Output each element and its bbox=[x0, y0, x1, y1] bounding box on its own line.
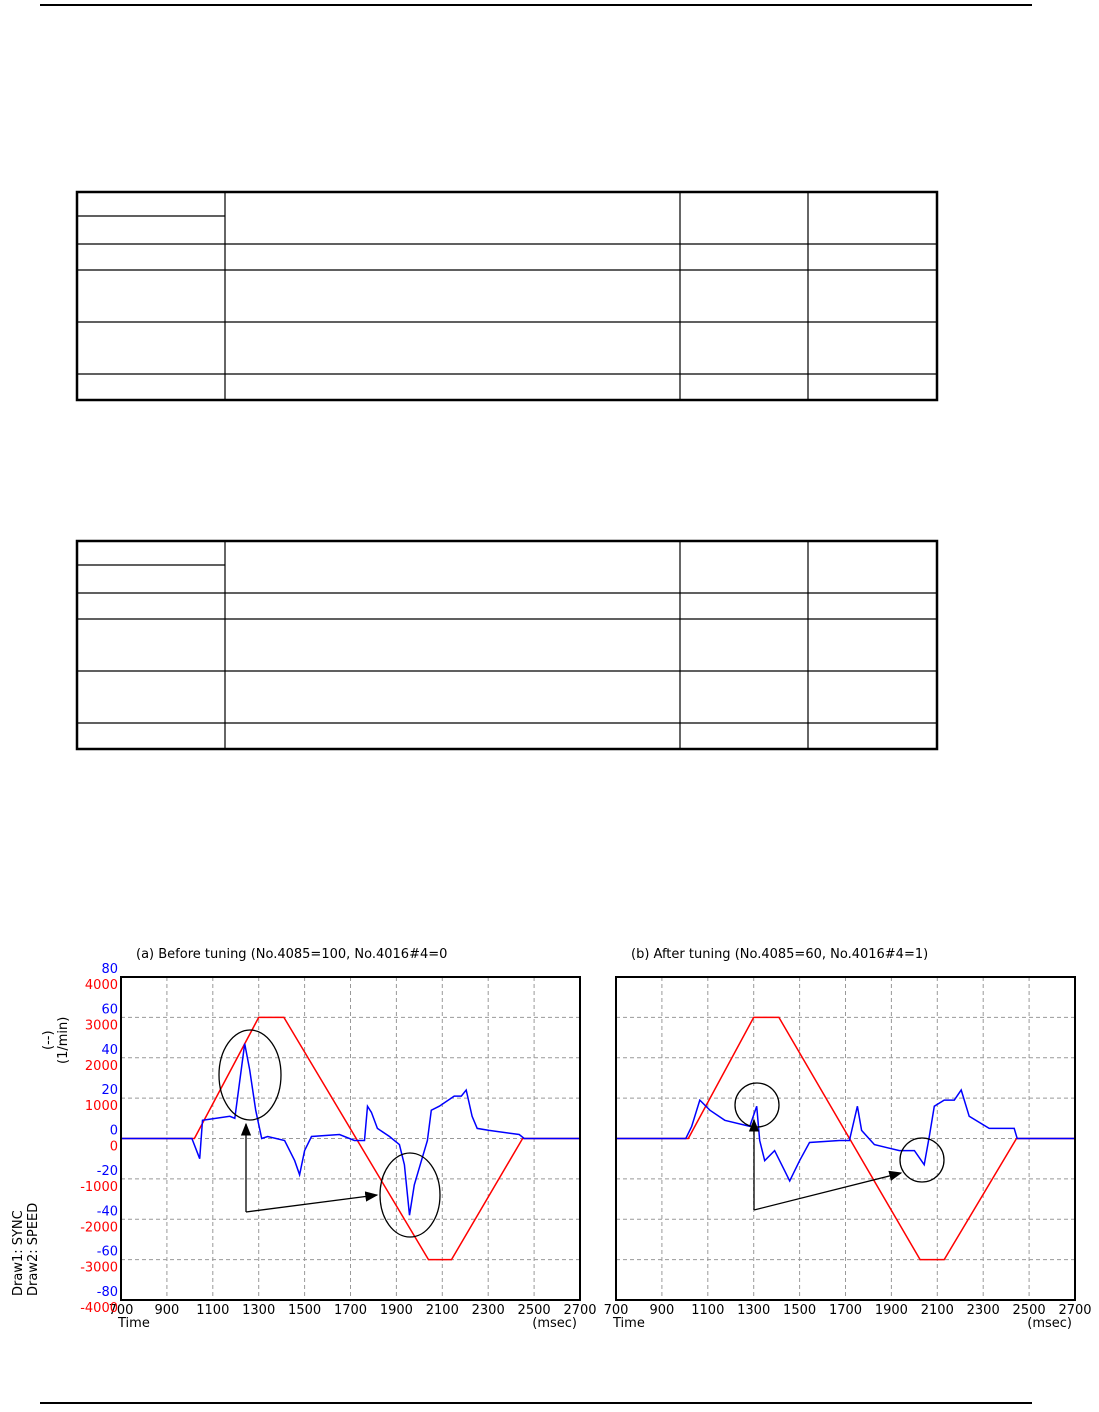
x-tick-label: 700 bbox=[109, 1303, 134, 1318]
x-tick-label: 900 bbox=[649, 1303, 674, 1318]
y-tick-label: -40 bbox=[97, 1204, 118, 1219]
y-tick-label: 40 bbox=[101, 1043, 118, 1058]
x-tick-label: 2100 bbox=[921, 1303, 954, 1318]
data-line bbox=[121, 1016, 580, 1261]
y-axis-unit: (--) bbox=[41, 1030, 56, 1050]
data-line bbox=[616, 1088, 1075, 1183]
y-tick-label: 0 bbox=[110, 1124, 118, 1139]
table bbox=[75, 190, 939, 402]
chart-title: (b) After tuning (No.4085=60, No.4016#4=… bbox=[631, 947, 928, 962]
x-tick-label: 1900 bbox=[380, 1303, 413, 1318]
y2-axis-unit: (1/min) bbox=[56, 1017, 71, 1064]
y-tick-label: 60 bbox=[101, 1002, 118, 1017]
y-tick-label: -60 bbox=[97, 1245, 118, 1260]
y2-tick-label: 2000 bbox=[85, 1059, 118, 1074]
y-tick-label: 20 bbox=[101, 1083, 118, 1098]
x-axis-unit: (msec) bbox=[1027, 1316, 1072, 1331]
x-tick-label: 2300 bbox=[967, 1303, 1000, 1318]
y2-tick-label: -4000 bbox=[80, 1301, 118, 1316]
y-tick-label: -20 bbox=[97, 1164, 118, 1179]
x-tick-label: 1500 bbox=[783, 1303, 816, 1318]
y2-tick-label: 3000 bbox=[85, 1018, 118, 1033]
y-axis-label: Draw1: SYNC bbox=[11, 1210, 26, 1296]
plot-frame bbox=[615, 976, 1076, 1301]
y2-tick-label: -3000 bbox=[80, 1261, 118, 1276]
x-tick-label: 1100 bbox=[691, 1303, 724, 1318]
x-tick-label: 1700 bbox=[829, 1303, 862, 1318]
x-tick-label: 1700 bbox=[334, 1303, 367, 1318]
x-axis-unit: (msec) bbox=[532, 1316, 577, 1331]
y-tick-label: -80 bbox=[97, 1285, 118, 1300]
x-tick-label: 900 bbox=[154, 1303, 179, 1318]
x-tick-label: 1500 bbox=[288, 1303, 321, 1318]
x-tick-label: 2500 bbox=[1013, 1303, 1046, 1318]
y2-tick-label: -2000 bbox=[80, 1220, 118, 1235]
y2-tick-label: 1000 bbox=[85, 1099, 118, 1114]
x-tick-label: 2700 bbox=[563, 1303, 596, 1318]
chart-title: (a) Before tuning (No.4085=100, No.4016#… bbox=[136, 947, 447, 962]
x-tick-label: 2700 bbox=[1058, 1303, 1091, 1318]
y2-tick-label: 0 bbox=[110, 1140, 118, 1155]
charts: (a) Before tuning (No.4085=100, No.4016#… bbox=[11, 947, 1092, 1331]
x-tick-label: 1900 bbox=[875, 1303, 908, 1318]
plot-frame bbox=[120, 976, 581, 1301]
x-tick-label: 1300 bbox=[737, 1303, 770, 1318]
y2-tick-label: -1000 bbox=[80, 1180, 118, 1195]
x-tick-label: 1100 bbox=[196, 1303, 229, 1318]
y2-axis-label: Draw2: SPEED bbox=[26, 1203, 41, 1296]
y-tick-label: 80 bbox=[101, 962, 118, 977]
x-axis-label: Time bbox=[117, 1316, 150, 1331]
x-tick-label: 2300 bbox=[472, 1303, 505, 1318]
x-tick-label: 2500 bbox=[518, 1303, 551, 1318]
annotations bbox=[218, 1029, 945, 1238]
y2-tick-label: 4000 bbox=[85, 978, 118, 993]
x-tick-label: 2100 bbox=[426, 1303, 459, 1318]
data-line bbox=[121, 1043, 580, 1216]
x-tick-label: 1300 bbox=[242, 1303, 275, 1318]
x-axis-label: Time bbox=[612, 1316, 645, 1331]
table bbox=[75, 539, 939, 751]
x-tick-label: 700 bbox=[604, 1303, 629, 1318]
